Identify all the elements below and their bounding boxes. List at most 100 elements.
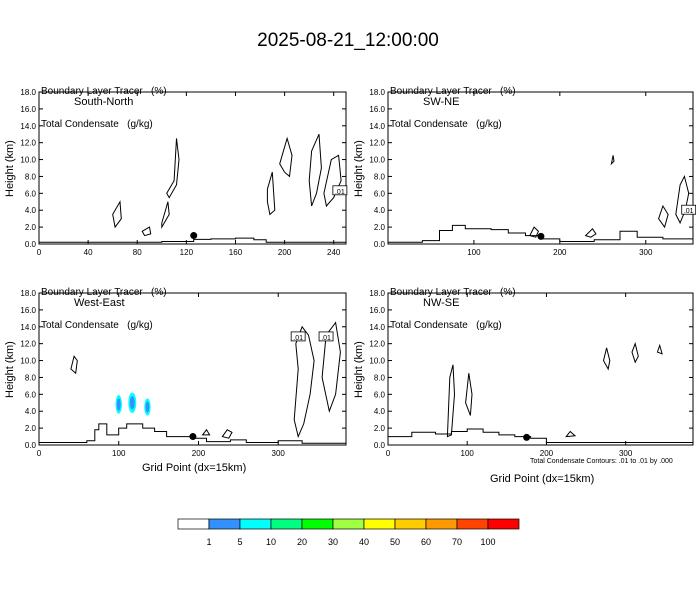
terrain-line [388,428,694,444]
colorbar-label: 5 [237,537,242,547]
x-tick-label: 300 [639,248,653,257]
y-tick-label: 14.0 [369,122,385,131]
y-tick-label: 10.0 [20,357,36,366]
chart-panel-sw-ne: 0.0 2.0 4.0 6.0 8.0 10.0 12.0 14.0 16.0 18.0 100 20… [369,88,696,257]
colorbar-label: 30 [328,537,338,547]
condensate-contour [323,154,342,208]
y-tick-label: 16.0 [20,306,36,315]
y-tick-label: 12.0 [20,139,36,148]
plot-frame [38,292,347,446]
y-tick-label: 18.0 [369,88,385,97]
colorbar-cell [301,518,334,530]
x-tick-label: 0 [386,449,391,458]
colorbar-cell [363,518,396,530]
condensate-contour [631,342,639,364]
panel-header-condensate: Total Condensate (g/kg) [41,320,153,331]
x-tick-label: 200 [553,248,567,257]
colorbar-label: 10 [266,537,276,547]
colorbar-cell [177,518,210,530]
y-tick-label: 0.0 [374,240,386,249]
y-tick-label: 2.0 [25,424,37,433]
condensate-contour [658,204,669,229]
section-label: SW-NE [423,96,459,108]
y-tick-label: 4.0 [374,407,386,416]
y-tick-label: 0.0 [25,240,37,249]
colorbar-cell [270,518,303,530]
contour-label-box [290,331,306,342]
condensate-contour [602,347,611,371]
colorbar-label: 60 [421,537,431,547]
location-marker [523,433,531,441]
plot-frame [38,91,347,245]
y-tick-label: 10.0 [20,156,36,165]
y-tick-label: 12.0 [369,340,385,349]
contour-label: .01 [684,208,694,215]
chart-panel-west-east: 0.0 2.0 4.0 6.0 8.0 10.0 12.0 14.0 16.0 18.0 0 100 2… [20,289,347,458]
y-tick-label: 4.0 [25,206,37,215]
x-tick-label: 120 [180,248,194,257]
colorbar-label: 50 [390,537,400,547]
x-tick-label: 300 [619,449,633,458]
colorbar-label: 20 [297,537,307,547]
condensate-contour [308,133,322,207]
colorbar-cell [487,518,520,530]
condensate-contour [293,325,315,439]
colorbar-label: 1 [206,537,211,547]
y-tick-label: 18.0 [20,88,36,97]
y-tick-label: 6.0 [25,189,37,198]
y-tick-label: 18.0 [20,289,36,298]
y-tick-label: 12.0 [20,340,36,349]
y-tick-label: 6.0 [374,189,386,198]
y-tick-label: 6.0 [25,390,37,399]
y-tick-label: 2.0 [374,424,386,433]
colorbar-label: 70 [452,537,462,547]
y-tick-label: 4.0 [374,206,386,215]
condensate-contour [221,429,233,439]
colorbar-cell [394,518,427,530]
condensate-contour [656,343,663,355]
condensate-contour [610,155,615,166]
condensate-contour [529,226,539,238]
x-tick-label: 160 [229,248,243,257]
contour-label-box [318,331,334,342]
condensate-contour [112,200,122,229]
x-tick-label: 100 [461,449,475,458]
x-tick-label: 240 [327,248,341,257]
y-tick-label: 14.0 [20,122,36,131]
condensate-contour [70,355,78,375]
contour-label: .01 [293,335,303,342]
colorbar-cell [239,518,272,530]
location-marker [537,232,545,240]
x-tick-label: 200 [278,248,292,257]
y-tick-label: 12.0 [369,139,385,148]
contour-label: .01 [335,189,345,196]
terrain-line [39,237,346,243]
chart-panel-nw-se: 0.0 2.0 4.0 6.0 8.0 10.0 12.0 14.0 16.0 18.0 0 100 2… [369,289,694,458]
y-tick-label: 2.0 [374,223,386,232]
terrain-line [39,423,347,444]
colorbar-cell [208,518,241,530]
x-axis-title: Grid Point (dx=15km) [490,473,595,485]
y-tick-label: 8.0 [374,172,386,181]
section-label: NW-SE [423,297,459,309]
y-tick-label: 16.0 [369,105,385,114]
colorbar-cell [332,518,365,530]
x-tick-label: 80 [133,248,142,257]
chart-panel-south-north: 0.0 2.0 4.0 6.0 8.0 10.0 12.0 14.0 16.0 18.0 0 40 80… [20,88,348,257]
colorbar-label: 40 [359,537,369,547]
tracer-patch [116,398,121,411]
x-tick-label: 0 [37,248,42,257]
y-tick-label: 14.0 [20,323,36,332]
condensate-contour [465,373,473,416]
y-tick-label: 2.0 [25,223,37,232]
condensate-contour [161,201,170,229]
y-tick-label: 18.0 [369,289,385,298]
x-axis-title: Grid Point (dx=15km) [142,462,247,474]
location-marker [189,433,197,441]
panel-header-condensate: Total Condensate (g/kg) [390,119,502,130]
panel-header-condensate: Total Condensate (g/kg) [390,320,502,331]
condensate-contour [266,172,276,216]
x-tick-label: 40 [84,248,93,257]
plot-frame [387,91,694,245]
